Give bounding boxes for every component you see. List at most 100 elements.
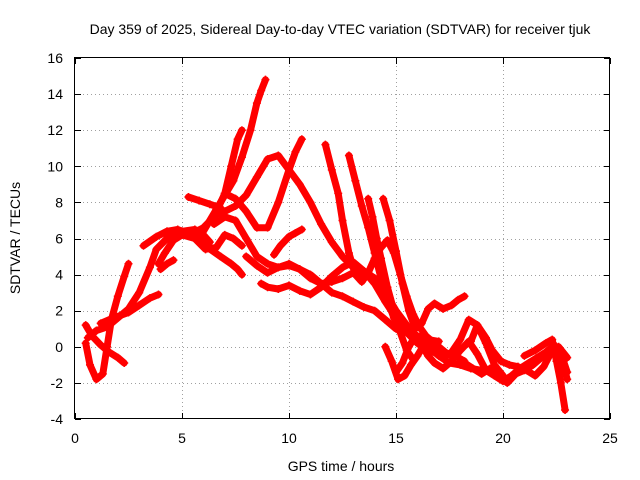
data-point-marker bbox=[163, 227, 172, 236]
data-point-marker bbox=[359, 303, 368, 312]
data-point-marker bbox=[291, 147, 300, 156]
data-point-marker bbox=[285, 259, 293, 268]
y-tick-label: -2 bbox=[51, 375, 64, 391]
series-track-10 bbox=[184, 192, 225, 212]
data-point-marker bbox=[556, 378, 565, 387]
data-point-marker bbox=[252, 223, 261, 232]
data-point-marker bbox=[370, 279, 379, 288]
data-point-marker bbox=[411, 324, 420, 333]
data-point-marker bbox=[424, 351, 433, 360]
data-point-marker bbox=[400, 371, 409, 380]
data-point-marker bbox=[344, 248, 353, 257]
data-point-marker bbox=[237, 153, 246, 162]
data-point-marker bbox=[295, 265, 304, 274]
axis-layer: 0 5 10 15 20 25 -4 -2 0 2 4 6 8 10 12 14 16 bbox=[47, 50, 618, 446]
data-point-marker bbox=[392, 247, 400, 256]
x-tick-label: 20 bbox=[495, 430, 511, 446]
data-point-marker bbox=[520, 351, 529, 360]
data-point-marker bbox=[334, 189, 343, 198]
data-point-marker bbox=[338, 274, 347, 283]
data-point-marker bbox=[396, 328, 405, 337]
data-point-marker bbox=[231, 216, 240, 225]
data-point-marker bbox=[537, 353, 546, 362]
data-point-marker bbox=[531, 371, 540, 380]
data-point-marker bbox=[285, 165, 293, 174]
data-point-marker bbox=[220, 189, 229, 198]
data-point-marker bbox=[398, 279, 407, 288]
data-point-marker bbox=[481, 333, 490, 342]
chart-title: Day 359 of 2025, Sidereal Day-to-day VTE… bbox=[90, 21, 592, 37]
x-axis-label: GPS time / hours bbox=[288, 458, 395, 474]
series-track-12 bbox=[220, 135, 306, 232]
data-point-marker bbox=[246, 126, 255, 135]
data-point-marker bbox=[276, 241, 285, 250]
data-point-marker bbox=[242, 207, 251, 216]
data-point-marker bbox=[195, 234, 204, 243]
data-point-marker bbox=[113, 353, 122, 362]
data-point-marker bbox=[237, 241, 246, 250]
data-point-marker bbox=[229, 176, 238, 185]
data-point-marker bbox=[105, 348, 114, 357]
data-point-marker bbox=[513, 362, 522, 371]
data-point-marker bbox=[274, 263, 283, 272]
data-point-marker bbox=[178, 230, 186, 239]
data-point-marker bbox=[135, 288, 144, 297]
series-track-16 bbox=[270, 225, 306, 259]
data-point-marker bbox=[135, 301, 144, 310]
data-point-marker bbox=[439, 353, 448, 362]
data-point-marker bbox=[364, 268, 373, 277]
data-point-marker bbox=[377, 254, 386, 263]
data-point-marker bbox=[486, 364, 495, 373]
data-point-marker bbox=[274, 151, 283, 160]
data-point-marker bbox=[96, 340, 105, 349]
data-point-marker bbox=[252, 252, 261, 261]
data-point-marker bbox=[252, 173, 261, 182]
data-point-marker bbox=[406, 360, 415, 369]
data-point-marker bbox=[220, 230, 229, 239]
data-point-marker bbox=[417, 340, 426, 349]
data-point-marker bbox=[338, 263, 347, 272]
data-point-marker bbox=[539, 362, 548, 371]
data-point-marker bbox=[398, 359, 407, 368]
data-point-marker bbox=[291, 229, 300, 238]
data-point-marker bbox=[297, 225, 306, 234]
data-point-marker bbox=[92, 326, 101, 335]
data-point-marker bbox=[351, 176, 360, 185]
data-point-marker bbox=[430, 299, 439, 308]
data-point-marker bbox=[548, 335, 557, 344]
data-point-marker bbox=[285, 281, 293, 290]
data-point-marker bbox=[563, 375, 572, 384]
y-tick-label: 16 bbox=[47, 50, 63, 66]
data-point-marker bbox=[109, 313, 118, 322]
data-point-marker bbox=[201, 245, 210, 254]
data-point-marker bbox=[124, 308, 133, 317]
data-point-marker bbox=[163, 234, 172, 243]
data-point-marker bbox=[306, 198, 315, 207]
data-point-marker bbox=[364, 194, 373, 203]
data-point-marker bbox=[120, 272, 129, 281]
data-point-marker bbox=[233, 265, 242, 274]
data-point-marker bbox=[531, 346, 540, 355]
data-point-marker bbox=[522, 366, 531, 375]
y-tick-label: 12 bbox=[47, 122, 63, 138]
y-tick-label: 10 bbox=[47, 158, 63, 174]
data-point-marker bbox=[231, 194, 240, 203]
data-point-marker bbox=[344, 151, 353, 160]
data-point-marker bbox=[113, 292, 122, 301]
data-point-marker bbox=[456, 346, 465, 355]
y-tick-label: 2 bbox=[55, 303, 63, 319]
y-axis-label: SDTVAR / TECUs bbox=[7, 182, 23, 294]
data-point-marker bbox=[297, 135, 306, 144]
data-point-marker bbox=[173, 225, 182, 234]
data-point-marker bbox=[552, 357, 561, 366]
data-point-marker bbox=[210, 211, 219, 220]
data-point-marker bbox=[488, 346, 497, 355]
data-point-marker bbox=[357, 202, 366, 211]
data-point-marker bbox=[430, 342, 439, 351]
data-point-marker bbox=[263, 155, 272, 164]
data-point-marker bbox=[227, 162, 236, 171]
data-point-marker bbox=[460, 359, 469, 368]
data-point-marker bbox=[237, 126, 246, 135]
data-point-marker bbox=[160, 248, 169, 257]
